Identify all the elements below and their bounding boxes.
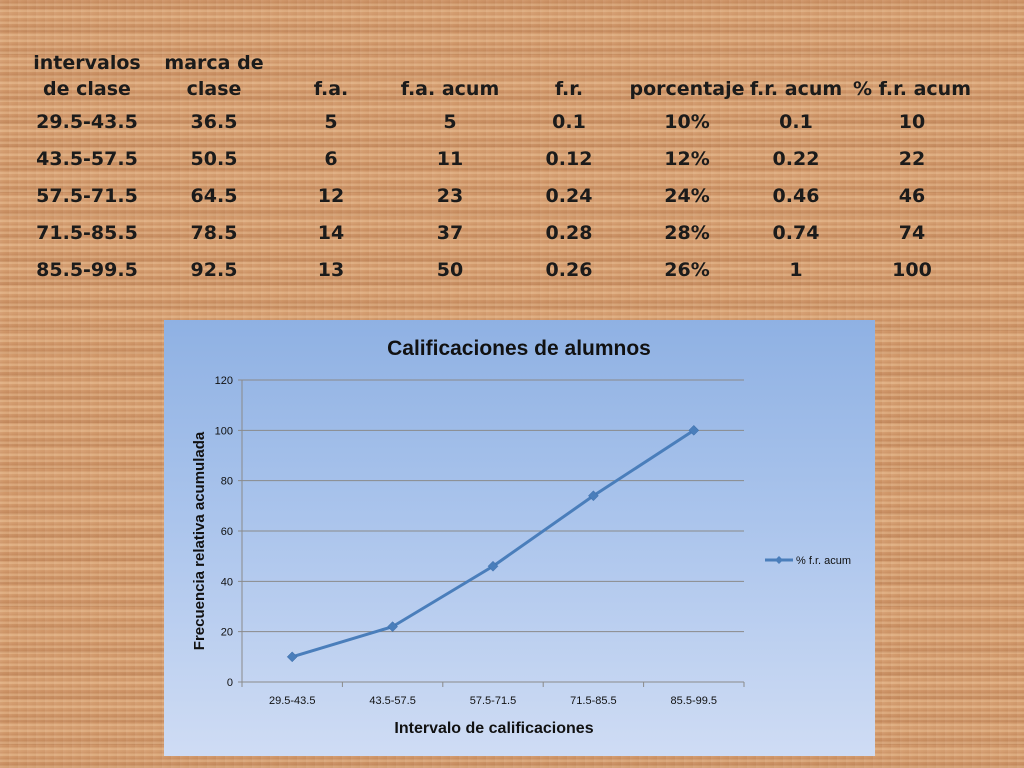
data-point-marker — [688, 424, 700, 436]
column-header-line: marca de — [164, 52, 264, 74]
column-header-line — [274, 50, 388, 76]
column-header-line: f.a. acum — [400, 78, 500, 100]
table-cell: 5 — [324, 110, 338, 133]
y-tick-label: 120 — [215, 375, 233, 387]
column-header-line: porcentaje — [629, 78, 745, 100]
table-cell: 78.5 — [190, 221, 238, 244]
table-cell: 23 — [436, 184, 464, 207]
column-header-line: f.a. — [313, 78, 349, 100]
table-row: 57.5-71.5 64.5 12 23 0.24 24% 0.46 46 — [20, 177, 980, 214]
table-cell: 37 — [436, 221, 464, 244]
table-cell: 29.5-43.5 — [36, 110, 138, 133]
data-point-marker — [487, 560, 499, 572]
column-header: f.r. acum — [748, 44, 844, 103]
column-header: intervalos de clase — [20, 44, 154, 103]
column-header-line: % f.r. acum — [853, 78, 971, 100]
column-header-line — [626, 50, 748, 76]
x-tick-label: 71.5-85.5 — [570, 695, 616, 707]
column-header-line — [388, 50, 512, 76]
table-cell: 57.5-71.5 — [36, 184, 138, 207]
table-cell: 0.12 — [545, 147, 593, 170]
x-tick-label: 57.5-71.5 — [470, 695, 516, 707]
y-tick-label: 40 — [221, 576, 233, 588]
table-cell: 5 — [443, 110, 457, 133]
column-header-line: de clase — [43, 78, 131, 100]
legend-marker — [775, 556, 783, 564]
table-cell: 71.5-85.5 — [36, 221, 138, 244]
data-point-marker — [286, 651, 298, 663]
table-cell: 0.1 — [779, 110, 813, 133]
column-header-line: f.r. — [554, 78, 584, 100]
column-header-line — [512, 50, 626, 76]
column-header: marca de clase — [154, 44, 274, 103]
line-chart: Calificaciones de alumnos 0 20 40 60 80 100 120… — [191, 337, 851, 737]
table-cell: 0.74 — [772, 221, 820, 244]
table-cell: 11 — [436, 147, 464, 170]
table-cell: 36.5 — [190, 110, 238, 133]
table-cell: 10% — [664, 110, 710, 133]
data-point-marker — [588, 490, 599, 502]
column-header-line — [844, 50, 980, 76]
table-row: 43.5-57.5 50.5 6 11 0.12 12% 0.22 22 — [20, 140, 980, 177]
frequency-table: intervalos de clase marca de clase f.a. f.a… — [20, 44, 980, 288]
table-cell: 0.22 — [772, 147, 820, 170]
table-cell: 64.5 — [190, 184, 238, 207]
column-header-line: clase — [186, 78, 242, 100]
table-cell: 10 — [898, 110, 926, 133]
table-cell: 50.5 — [190, 147, 238, 170]
y-tick-label: 80 — [221, 476, 233, 488]
table-cell: 28% — [664, 221, 710, 244]
table-cell: 50 — [436, 258, 464, 281]
table-cell: 85.5-99.5 — [36, 258, 138, 281]
y-axis-label: Frecuencia relativa acumulada — [191, 431, 208, 650]
table-cell: 0.24 — [545, 184, 593, 207]
table-cell: 0.1 — [552, 110, 586, 133]
x-tick-label: 85.5-99.5 — [671, 695, 717, 707]
table-cell: 0.46 — [772, 184, 820, 207]
table-cell: 13 — [317, 258, 345, 281]
table-cell: 26% — [664, 258, 710, 281]
column-header: f.a. — [274, 44, 388, 103]
x-tick-label: 43.5-57.5 — [369, 695, 415, 707]
table-cell: 6 — [324, 147, 338, 170]
table-cell: 46 — [898, 184, 926, 207]
table-cell: 12 — [317, 184, 345, 207]
table-row: 85.5-99.5 92.5 13 50 0.26 26% 1 100 — [20, 251, 980, 288]
chart-panel: Calificaciones de alumnos 0 20 40 60 80 100 120… — [164, 320, 875, 756]
table-cell: 74 — [898, 221, 926, 244]
table-cell: 43.5-57.5 — [36, 147, 138, 170]
table-cell: 92.5 — [190, 258, 238, 281]
table-cell: 100 — [892, 258, 932, 281]
table-cell: 14 — [317, 221, 345, 244]
column-header: porcentaje — [626, 44, 748, 103]
table-row: 71.5-85.5 78.5 14 37 0.28 28% 0.74 74 — [20, 214, 980, 251]
table-cell: 12% — [664, 147, 710, 170]
table-cell: 22 — [898, 147, 926, 170]
table-cell: 1 — [789, 258, 803, 281]
column-header-line: f.r. acum — [749, 78, 843, 100]
y-tick-label: 100 — [215, 425, 233, 437]
legend-label: % f.r. acum — [796, 555, 851, 567]
column-header: f.a. acum — [388, 44, 512, 103]
series-line — [291, 429, 695, 659]
chart-title: Calificaciones de alumnos — [387, 337, 651, 360]
x-axis-label: Intervalo de calificaciones — [394, 720, 593, 737]
data-point-marker — [387, 621, 398, 632]
y-tick-label: 0 — [227, 677, 233, 689]
table-row: 29.5-43.5 36.5 5 5 0.1 10% 0.1 10 — [20, 103, 980, 140]
x-tick-label: 29.5-43.5 — [269, 695, 315, 707]
table-cell: 0.28 — [545, 221, 593, 244]
y-tick-label: 60 — [221, 526, 233, 538]
y-tick-label: 20 — [221, 627, 233, 639]
table-cell: 0.26 — [545, 258, 593, 281]
column-header-line — [748, 50, 844, 76]
column-header: f.r. — [512, 44, 626, 103]
column-header-line: intervalos — [33, 52, 141, 74]
table-body: 29.5-43.5 36.5 5 5 0.1 10% 0.1 10 43.5-57.5 50.5 6… — [20, 103, 980, 288]
table-header-row: intervalos de clase marca de clase f.a. f.a… — [20, 44, 980, 103]
column-header: % f.r. acum — [844, 44, 980, 103]
table-cell: 24% — [664, 184, 710, 207]
